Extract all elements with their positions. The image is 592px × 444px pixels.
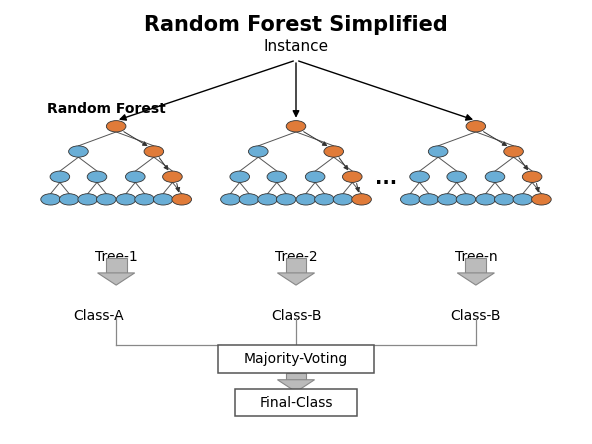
Text: Random Forest Simplified: Random Forest Simplified: [144, 15, 448, 36]
Ellipse shape: [286, 121, 306, 132]
Ellipse shape: [466, 121, 485, 132]
Ellipse shape: [314, 194, 334, 205]
Polygon shape: [285, 373, 307, 380]
Ellipse shape: [522, 171, 542, 182]
Ellipse shape: [230, 171, 250, 182]
Polygon shape: [106, 258, 127, 273]
Text: Class-B: Class-B: [451, 309, 501, 323]
Ellipse shape: [249, 146, 268, 157]
Ellipse shape: [153, 194, 173, 205]
Ellipse shape: [78, 194, 98, 205]
Text: Majority-Voting: Majority-Voting: [244, 352, 348, 366]
Polygon shape: [278, 273, 314, 285]
Ellipse shape: [437, 194, 457, 205]
Text: Tree-1: Tree-1: [95, 250, 137, 264]
Ellipse shape: [221, 194, 240, 205]
Ellipse shape: [126, 171, 145, 182]
Ellipse shape: [258, 194, 278, 205]
Ellipse shape: [342, 171, 362, 182]
Ellipse shape: [267, 171, 287, 182]
Ellipse shape: [87, 171, 107, 182]
Ellipse shape: [400, 194, 420, 205]
Ellipse shape: [456, 194, 476, 205]
Ellipse shape: [69, 146, 88, 157]
Ellipse shape: [239, 194, 259, 205]
Ellipse shape: [305, 171, 325, 182]
Ellipse shape: [485, 171, 505, 182]
Text: Final-Class: Final-Class: [259, 396, 333, 409]
Ellipse shape: [50, 171, 70, 182]
Ellipse shape: [504, 146, 523, 157]
Ellipse shape: [41, 194, 60, 205]
Ellipse shape: [144, 146, 163, 157]
Ellipse shape: [296, 194, 316, 205]
Ellipse shape: [59, 194, 79, 205]
Ellipse shape: [532, 194, 551, 205]
Ellipse shape: [447, 171, 466, 182]
Ellipse shape: [116, 194, 136, 205]
Text: Class-A: Class-A: [73, 309, 124, 323]
Ellipse shape: [429, 146, 448, 157]
Polygon shape: [465, 258, 486, 273]
Ellipse shape: [494, 194, 514, 205]
Ellipse shape: [172, 194, 192, 205]
Polygon shape: [278, 380, 314, 392]
Ellipse shape: [163, 171, 182, 182]
Ellipse shape: [96, 194, 116, 205]
Ellipse shape: [135, 194, 155, 205]
Text: Class-B: Class-B: [271, 309, 321, 323]
Ellipse shape: [107, 121, 126, 132]
FancyBboxPatch shape: [218, 345, 374, 373]
Ellipse shape: [333, 194, 353, 205]
Polygon shape: [285, 258, 307, 273]
Text: Random Forest: Random Forest: [47, 102, 165, 116]
FancyBboxPatch shape: [235, 389, 357, 416]
Polygon shape: [98, 273, 135, 285]
Ellipse shape: [352, 194, 371, 205]
Polygon shape: [457, 273, 494, 285]
Ellipse shape: [419, 194, 439, 205]
Ellipse shape: [476, 194, 496, 205]
Text: Instance: Instance: [263, 40, 329, 55]
Text: Tree-2: Tree-2: [275, 250, 317, 264]
Ellipse shape: [324, 146, 343, 157]
Text: ...: ...: [375, 169, 397, 188]
Ellipse shape: [410, 171, 429, 182]
Ellipse shape: [513, 194, 533, 205]
Text: Tree-n: Tree-n: [455, 250, 497, 264]
Ellipse shape: [276, 194, 296, 205]
